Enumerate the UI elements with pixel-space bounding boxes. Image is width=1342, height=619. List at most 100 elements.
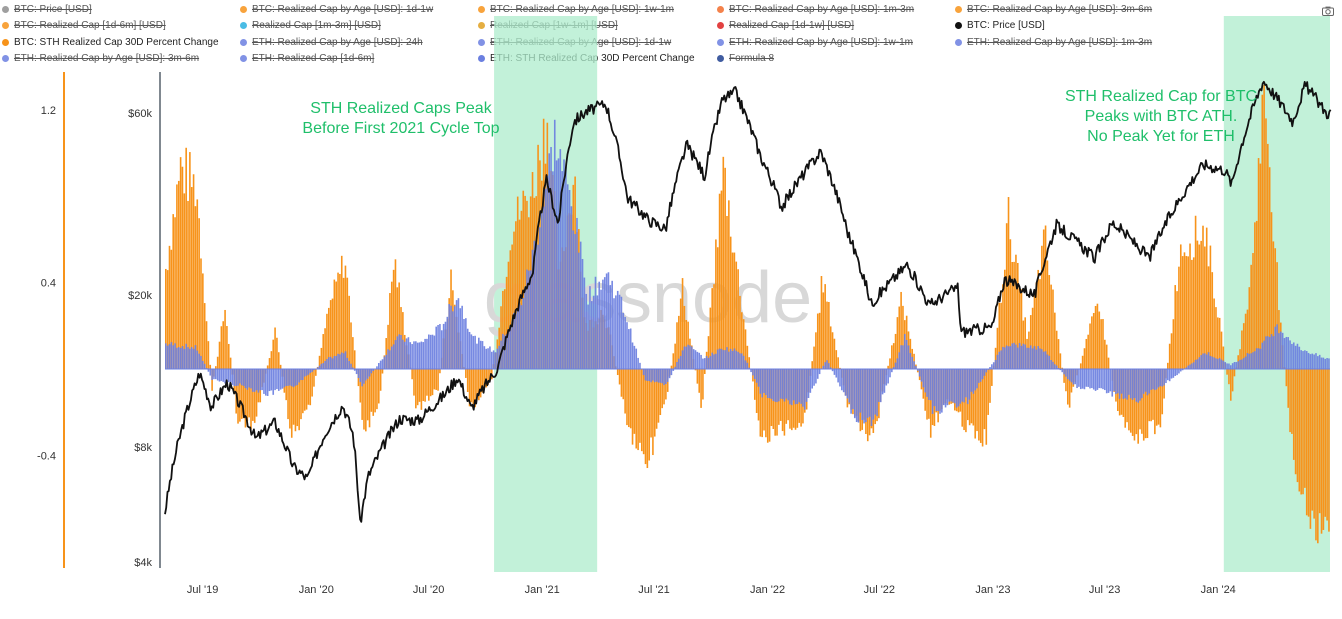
legend-item[interactable]: Realized Cap [1d-1w] [USD] [717, 20, 854, 31]
legend-item[interactable]: ETH: Realized Cap [1d-6m] [240, 53, 374, 64]
eth-sth-bar [1091, 369, 1093, 389]
btc-sth-bar [329, 300, 332, 369]
legend-item[interactable]: ETH: Realized Cap by Age [USD]: 1m-3m [955, 37, 1152, 48]
legend-item[interactable]: BTC: Realized Cap by Age [USD]: 3m-6m [955, 4, 1152, 15]
eth-sth-bar [368, 369, 371, 377]
eth-sth-bar [457, 298, 460, 369]
btc-sth-bar [205, 321, 208, 369]
eth-sth-bar [750, 369, 752, 373]
eth-sth-bar [1035, 349, 1038, 369]
eth-sth-bar [1228, 363, 1230, 369]
btc-sth-bar [1309, 369, 1312, 529]
eth-sth-bar [715, 353, 717, 369]
eth-sth-bar [550, 147, 552, 369]
eth-sth-bar [876, 369, 878, 417]
eth-sth-bar [650, 369, 652, 383]
btc-sth-bar [379, 369, 382, 391]
legend-item[interactable]: ETH: Realized Cap by Age [USD]: 3m-6m [2, 53, 199, 64]
btc-sth-bar [661, 369, 663, 409]
legend-item[interactable]: BTC: Realized Cap by Age [USD]: 1w-1m [478, 4, 674, 15]
eth-sth-bar [803, 369, 806, 410]
eth-sth-bar [422, 342, 425, 369]
eth-sth-bar [1317, 356, 1319, 369]
legend-item[interactable]: ETH: Realized Cap by Age [USD]: 24h [240, 37, 423, 48]
btc-sth-bar [722, 156, 725, 369]
eth-sth-bar [1002, 346, 1004, 369]
btc-sth-bar [726, 215, 728, 369]
eth-sth-bar [791, 369, 793, 406]
btc-sth-bar [439, 369, 441, 374]
legend-swatch [240, 39, 247, 46]
eth-sth-bar [1000, 350, 1002, 369]
btc-sth-bar [822, 292, 825, 369]
legend-item[interactable]: BTC: STH Realized Cap 30D Percent Change [2, 37, 219, 48]
btc-sth-bar [181, 166, 184, 369]
eth-sth-bar [431, 334, 434, 369]
eth-sth-bar [344, 351, 347, 369]
eth-sth-bar [974, 369, 976, 391]
legend-item[interactable]: BTC: Realized Cap by Age [USD]: 1m-3m [717, 4, 914, 15]
eth-sth-bar [1126, 369, 1128, 400]
legend-item[interactable]: BTC: Realized Cap by Age [USD]: 1d-1w [240, 4, 433, 15]
eth-sth-bar [920, 369, 923, 382]
eth-sth-bar [1072, 369, 1075, 385]
eth-sth-bar [691, 346, 693, 369]
btc-sth-bar [481, 369, 484, 393]
eth-sth-bar [935, 369, 938, 411]
btc-sth-bar [1079, 363, 1082, 369]
btc-sth-bar [1304, 369, 1306, 488]
camera-icon[interactable] [1322, 6, 1334, 16]
btc-sth-bar [1068, 369, 1071, 408]
btc-sth-bar [1250, 264, 1252, 369]
btc-sth-bar [644, 369, 647, 465]
btc-sth-bar [1042, 229, 1045, 369]
btc-sth-bar [1196, 240, 1199, 369]
eth-sth-bar [490, 351, 493, 369]
eth-sth-bar [874, 369, 876, 415]
eth-sth-bar [665, 369, 667, 384]
eth-sth-bar [1205, 354, 1208, 369]
eth-sth-bar [320, 363, 323, 369]
eth-sth-bar [898, 352, 901, 369]
legend-item[interactable]: BTC: Price [USD] [2, 4, 92, 15]
legend-label: BTC: STH Realized Cap 30D Percent Change [14, 37, 219, 48]
eth-sth-bar [511, 321, 513, 369]
legend-swatch [2, 55, 9, 62]
legend-item[interactable]: Formula 8 [717, 53, 774, 64]
btc-sth-bar [1096, 303, 1099, 369]
btc-sth-bar [1168, 343, 1171, 369]
eth-sth-bar [248, 369, 250, 388]
eth-sth-bar [515, 313, 517, 369]
btc-sth-bar [411, 369, 413, 380]
eth-sth-bar [242, 369, 245, 386]
eth-sth-bar [1115, 369, 1117, 395]
eth-sth-bar [685, 346, 688, 369]
legend-swatch [240, 55, 247, 62]
eth-sth-bar [642, 369, 645, 376]
btc-sth-bar [268, 358, 271, 369]
legend-item[interactable]: BTC: Realized Cap [1d-6m] [USD] [2, 20, 166, 31]
eth-sth-bar [316, 367, 319, 369]
btc-sth-bar [513, 231, 515, 369]
btc-sth-bar [826, 301, 828, 369]
eth-sth-bar [628, 329, 630, 369]
eth-sth-bar [379, 360, 382, 369]
legend-item[interactable]: BTC: Price [USD] [955, 20, 1045, 31]
btc-sth-bar [929, 369, 932, 438]
btc-sth-bar [1181, 256, 1184, 369]
btc-sth-bar [174, 217, 176, 369]
eth-sth-bar [1320, 357, 1323, 369]
eth-sth-bar [976, 369, 978, 389]
eth-sth-bar [333, 356, 336, 369]
eth-sth-bar [168, 344, 171, 369]
btc-sth-bar [1178, 266, 1180, 369]
btc-sth-bar [346, 277, 349, 369]
x-axis-tick: Jan '22 [750, 584, 785, 596]
x-axis-tick: Jul '21 [638, 584, 669, 596]
eth-sth-bar [357, 369, 360, 379]
eth-sth-bar [1083, 369, 1086, 390]
x-axis-tick: Jan '24 [1201, 584, 1236, 596]
btc-sth-bar [426, 369, 428, 396]
legend-item[interactable]: Realized Cap [1m-3m] [USD] [240, 20, 381, 31]
legend-item[interactable]: ETH: Realized Cap by Age [USD]: 1w-1m [717, 37, 913, 48]
